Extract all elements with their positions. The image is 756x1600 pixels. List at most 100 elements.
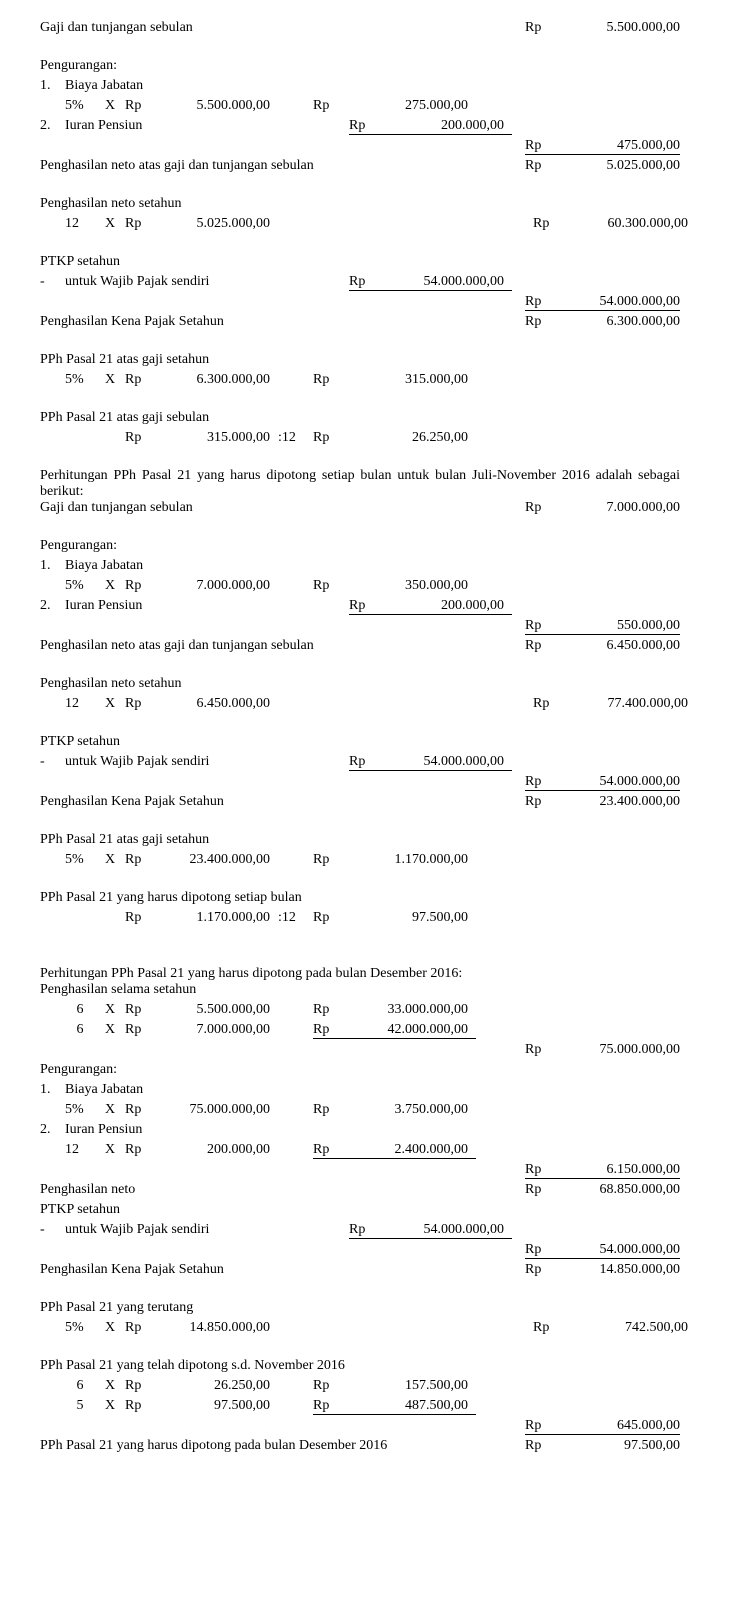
rp: Rp — [349, 598, 384, 615]
line: Pengurangan: — [40, 1062, 716, 1082]
label: Penghasilan neto setahun — [40, 676, 182, 692]
x: X — [95, 1022, 125, 1038]
line: PTKP setahun — [40, 1202, 716, 1222]
value: 315.000,00 — [348, 372, 476, 388]
rp: Rp — [313, 98, 348, 114]
rp: Rp — [525, 774, 560, 791]
line: 6 X Rp 26.250,00 Rp 157.500,00 — [40, 1378, 716, 1398]
line: Rp 75.000.000,00 — [40, 1042, 716, 1062]
rp: Rp — [525, 1438, 560, 1454]
value: 550.000,00 — [560, 618, 680, 635]
value: 2.400.000,00 — [348, 1142, 476, 1159]
line: 6 X Rp 7.000.000,00 Rp 42.000.000,00 — [40, 1022, 716, 1042]
value: 60.300.000,00 — [568, 216, 688, 232]
x: X — [95, 1102, 125, 1118]
label: Iuran Pensiun — [65, 1122, 142, 1138]
rp: Rp — [125, 1102, 160, 1118]
rp: Rp — [525, 314, 560, 330]
rp: Rp — [313, 1378, 348, 1394]
value: 14.850.000,00 — [160, 1320, 278, 1336]
line: Rp 54.000.000,00 — [40, 774, 716, 794]
num: 2. — [40, 118, 65, 134]
value: 200.000,00 — [384, 118, 512, 135]
value: 54.000.000,00 — [384, 754, 512, 771]
rp: Rp — [125, 98, 160, 114]
label: untuk Wajib Pajak sendiri — [65, 274, 349, 290]
rp: Rp — [125, 578, 160, 594]
line: PPh Pasal 21 yang harus dipotong setiap … — [40, 890, 716, 910]
label: Biaya Jabatan — [65, 78, 143, 94]
label: PPh Pasal 21 yang harus dipotong pada bu… — [40, 1438, 525, 1454]
value: 1.170.000,00 — [348, 852, 476, 868]
line: Penghasilan selama setahun — [40, 982, 716, 1002]
line: PPh Pasal 21 yang terutang — [40, 1300, 716, 1320]
rp: Rp — [125, 1022, 160, 1038]
x: X — [95, 98, 125, 114]
rp: Rp — [525, 1182, 560, 1198]
value: 54.000.000,00 — [560, 774, 680, 791]
div: :12 — [278, 910, 313, 926]
x: X — [95, 1398, 125, 1414]
line: PPh Pasal 21 atas gaji sebulan — [40, 410, 716, 430]
line: 1. Biaya Jabatan — [40, 78, 716, 98]
label: PPh Pasal 21 atas gaji sebulan — [40, 410, 209, 426]
label: Penghasilan neto setahun — [40, 196, 182, 212]
line: Rp 550.000,00 — [40, 618, 716, 638]
label: untuk Wajib Pajak sendiri — [65, 1222, 349, 1238]
rp: Rp — [313, 372, 348, 388]
label: Pengurangan: — [40, 1062, 117, 1078]
line: 2. Iuran Pensiun — [40, 1122, 716, 1142]
rp: Rp — [313, 1002, 348, 1018]
num: 1. — [40, 1082, 65, 1098]
label: Pengurangan: — [40, 58, 117, 74]
mult: 5 — [65, 1398, 95, 1414]
line: 1. Biaya Jabatan — [40, 558, 716, 578]
rp: Rp — [125, 1320, 160, 1336]
rp: Rp — [533, 216, 568, 232]
label: PTKP setahun — [40, 254, 120, 270]
label: Penghasilan neto — [40, 1182, 525, 1198]
value: 5.025.000,00 — [160, 216, 278, 232]
pct: 5% — [65, 578, 95, 594]
rp: Rp — [313, 852, 348, 868]
value: 6.450.000,00 — [560, 638, 680, 654]
line: Gaji dan tunjangan sebulan Rp 5.500.000,… — [40, 20, 716, 40]
value: 6.300.000,00 — [160, 372, 278, 388]
value: 97.500,00 — [160, 1398, 278, 1414]
value: 54.000.000,00 — [560, 294, 680, 311]
pct: 5% — [65, 372, 95, 388]
rp: Rp — [125, 372, 160, 388]
pct: 5% — [65, 98, 95, 114]
rp: Rp — [533, 1320, 568, 1336]
value: 6.300.000,00 — [560, 314, 680, 330]
line: Rp 54.000.000,00 — [40, 294, 716, 314]
value: 75.000.000,00 — [160, 1102, 278, 1118]
value: 5.025.000,00 — [560, 158, 680, 174]
line: Rp 475.000,00 — [40, 138, 716, 158]
num: 2. — [40, 1122, 65, 1138]
line: Rp 1.170.000,00 :12 Rp 97.500,00 — [40, 910, 716, 930]
rp: Rp — [525, 138, 560, 155]
rp: Rp — [525, 1042, 560, 1058]
mult: 6 — [65, 1002, 95, 1018]
value: 350.000,00 — [348, 578, 476, 594]
line: 2. Iuran Pensiun Rp 200.000,00 — [40, 598, 716, 618]
line: Penghasilan Kena Pajak Setahun Rp 23.400… — [40, 794, 716, 814]
line: 12 X Rp 5.025.000,00 Rp 60.300.000,00 — [40, 216, 716, 236]
line: Penghasilan Kena Pajak Setahun Rp 14.850… — [40, 1262, 716, 1282]
value: 54.000.000,00 — [384, 274, 512, 291]
line: PTKP setahun — [40, 734, 716, 754]
rp: Rp — [313, 430, 348, 446]
line: Pengurangan: — [40, 58, 716, 78]
rp: Rp — [125, 1002, 160, 1018]
value: 75.000.000,00 — [560, 1042, 680, 1058]
label: Biaya Jabatan — [65, 558, 143, 574]
label: Iuran Pensiun — [65, 598, 349, 614]
line: 5% X Rp 23.400.000,00 Rp 1.170.000,00 — [40, 852, 716, 872]
line: PTKP setahun — [40, 254, 716, 274]
line: Pengurangan: — [40, 538, 716, 558]
mult: 12 — [65, 1142, 95, 1158]
value: 97.500,00 — [560, 1438, 680, 1454]
num: 2. — [40, 598, 65, 614]
line: PPh Pasal 21 yang telah dipotong s.d. No… — [40, 1358, 716, 1378]
